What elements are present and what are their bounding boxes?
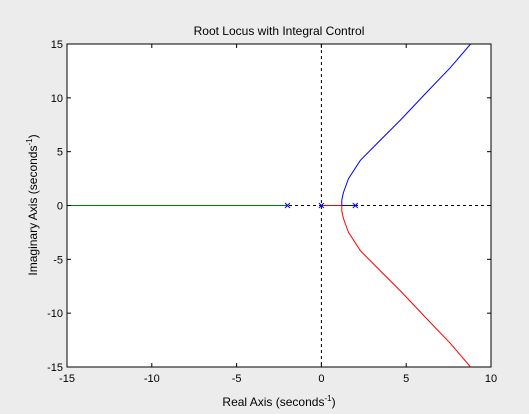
y-tick-label: 10 [51,93,63,105]
pole-marker-3 [352,202,359,209]
x-axis-label: Real Axis (seconds-1) [222,394,335,409]
pole-marker-stroke [284,202,291,209]
y-tick-label: -10 [47,308,63,320]
series-layer [67,43,471,368]
x-tick-label: -15 [59,373,75,385]
locus-branch-4 [341,43,471,206]
pole-marker-stroke [352,202,359,209]
pole-markers [284,202,359,209]
x-tick-label: -5 [232,373,242,385]
y-tick-label: -15 [47,362,63,374]
x-tick-label: 10 [485,373,497,385]
pole-marker-2 [318,202,325,209]
chart-title: Root Locus with Integral Control [194,24,365,38]
x-tick-label: 0 [318,373,324,385]
pole-marker-1 [284,202,291,209]
y-tick-label: -5 [53,254,63,266]
x-tick-label: -10 [144,373,160,385]
y-tick-label: 5 [57,147,63,159]
x-tick-label: 5 [403,373,409,385]
y-tick-label: 15 [51,39,63,51]
pole-marker-stroke [318,202,325,209]
ticks: -15 -10 -5 0 5 10 -15 -10 -5 0 5 10 15 [47,39,497,385]
locus-branch-5 [341,205,471,368]
y-tick-label: 0 [57,201,63,213]
y-axis-label: Imaginary Axis (seconds-1) [25,134,40,275]
